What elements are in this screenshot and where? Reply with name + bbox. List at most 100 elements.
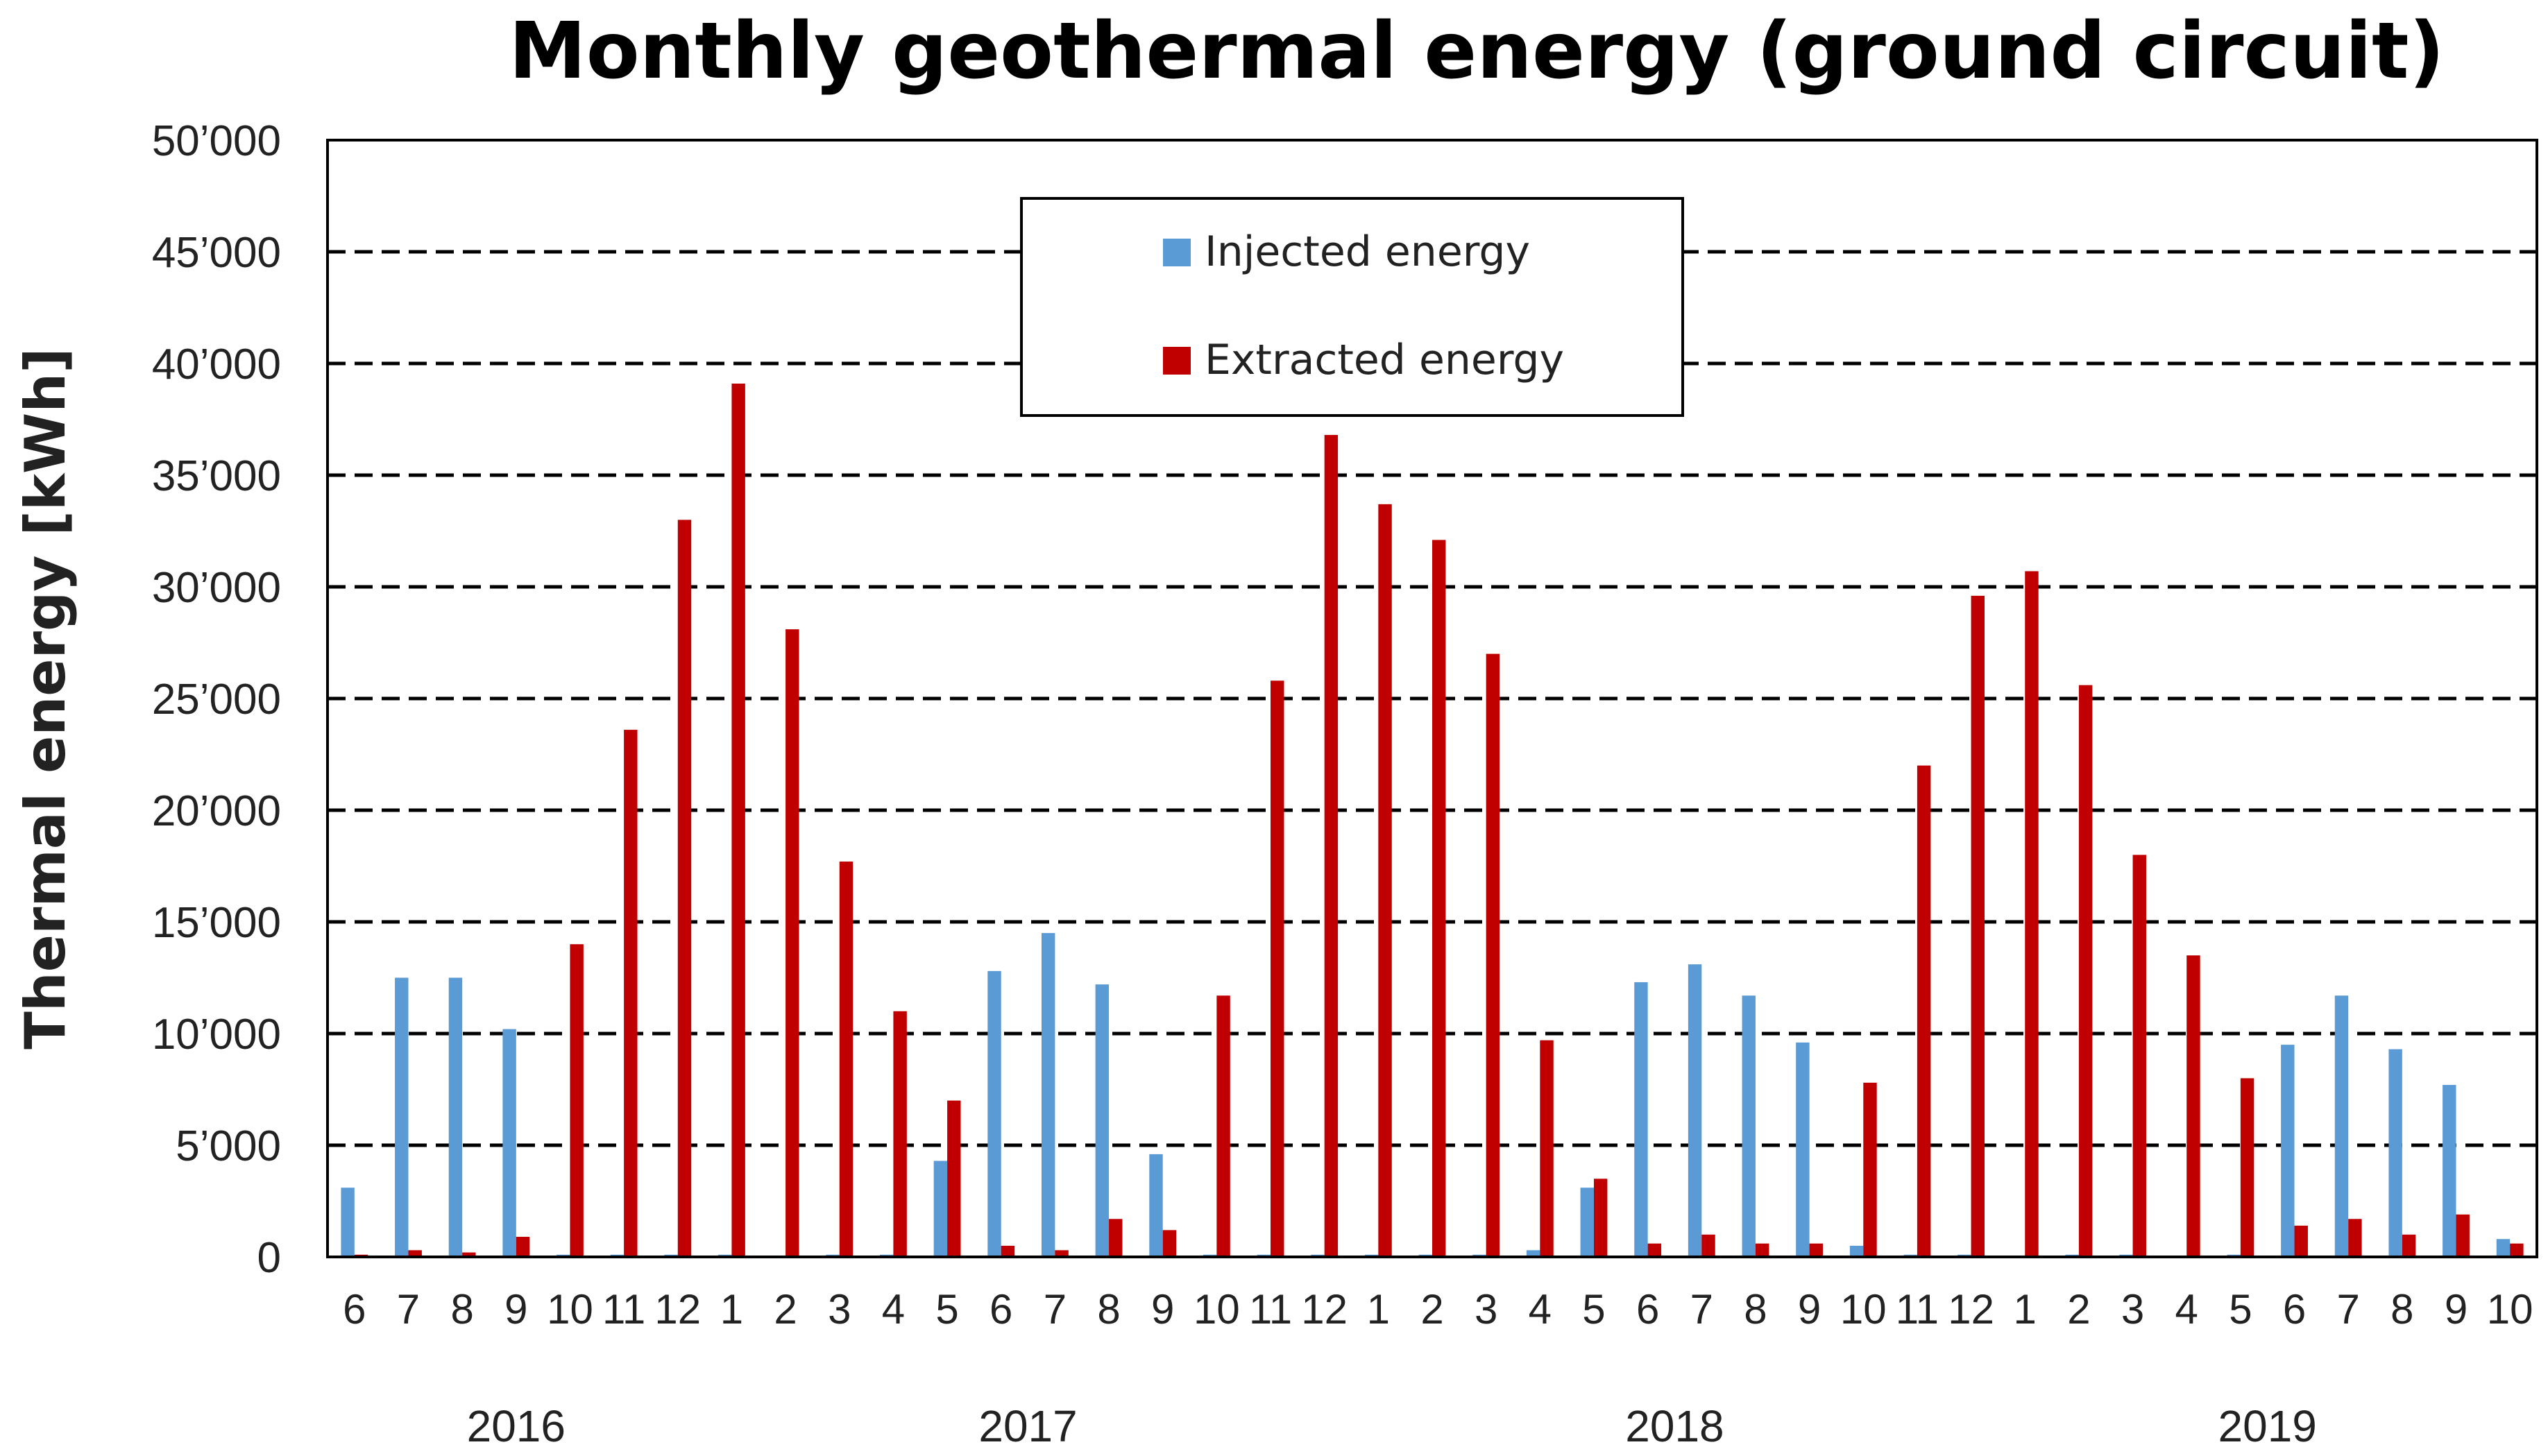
extracted-bar	[1755, 1243, 1769, 1257]
injected-bar	[1742, 995, 1756, 1257]
injected-bar	[2496, 1239, 2511, 1257]
extracted-bar	[1324, 435, 1339, 1257]
x-tick-label: 9	[504, 1286, 527, 1333]
extracted-bar	[1701, 1234, 1715, 1257]
injected-bar	[1149, 1154, 1163, 1257]
x-tick-label: 12	[1301, 1286, 1348, 1333]
injected-bar	[933, 1160, 948, 1257]
extracted-bar	[2402, 1234, 2416, 1257]
x-tick-label: 3	[1475, 1286, 1497, 1333]
extracted-bar	[570, 944, 584, 1257]
extracted-bar	[1378, 504, 1392, 1257]
extracted-bar	[462, 1252, 476, 1257]
extracted-bar	[1809, 1243, 1824, 1257]
grid-lines	[328, 250, 2537, 1147]
injected-bar	[502, 1029, 516, 1257]
extracted-bar	[947, 1100, 961, 1257]
extracted-bar	[2456, 1214, 2470, 1257]
y-tick-label: 50’000	[152, 117, 281, 165]
extracted-bar	[1647, 1243, 1662, 1257]
x-tick-label: 6	[2283, 1286, 2306, 1333]
x-tick-label: 9	[1151, 1286, 1174, 1333]
y-tick-label: 5’000	[176, 1122, 281, 1170]
x-tick-label: 8	[450, 1286, 473, 1333]
extracted-bar	[1216, 995, 1230, 1257]
legend-label-injected: Injected energy	[1205, 228, 1530, 276]
y-tick-label: 20’000	[152, 787, 281, 835]
y-axis-ticks: 0 5’000 10’000 15’000 20’000 25’000 30’000 35’0…	[152, 117, 281, 1282]
injected-bar	[395, 977, 409, 1257]
extracted-bar	[1863, 1082, 1877, 1257]
y-tick-label: 45’000	[152, 229, 281, 277]
x-tick-label: 2	[2067, 1286, 2090, 1333]
year-labels: 2016 2017 2018 2019	[467, 1401, 2317, 1451]
extracted-bar	[408, 1250, 422, 1257]
extracted-bar	[2348, 1219, 2362, 1257]
extracted-bar	[2510, 1243, 2524, 1257]
y-tick-label: 0	[257, 1234, 281, 1282]
year-label: 2019	[2218, 1401, 2317, 1451]
x-tick-label: 10	[1194, 1286, 1240, 1333]
injected-bar	[2443, 1085, 2456, 1257]
plot-area-frame	[326, 139, 2538, 1258]
x-tick-label: 7	[2337, 1286, 2360, 1333]
extracted-bar	[2186, 955, 2200, 1257]
x-tick-label: 8	[2390, 1286, 2413, 1333]
x-tick-label: 6	[343, 1286, 366, 1333]
extracted-bar	[1432, 540, 1446, 1257]
injected-bar	[2281, 1045, 2295, 1257]
extracted-bar	[2294, 1225, 2308, 1257]
extracted-bar	[1486, 653, 1500, 1257]
injected-bar	[1688, 964, 1702, 1257]
y-tick-label: 30’000	[152, 564, 281, 612]
extracted-bar	[893, 1011, 907, 1257]
x-tick-label: 2	[774, 1286, 797, 1333]
x-tick-label: 1	[720, 1286, 743, 1333]
x-tick-label: 11	[1249, 1286, 1292, 1333]
extracted-bar	[1162, 1230, 1177, 1257]
extracted-bar	[1001, 1245, 1015, 1257]
extracted-bar	[2240, 1078, 2254, 1257]
injected-bar	[341, 1188, 355, 1257]
year-label: 2016	[467, 1401, 566, 1451]
y-tick-label: 35’000	[152, 452, 281, 500]
injected-bar	[1041, 933, 1055, 1257]
x-tick-label: 3	[2121, 1286, 2144, 1333]
y-axis-label: Thermal energy [kWh]	[13, 348, 78, 1050]
x-tick-label: 9	[1798, 1286, 1821, 1333]
x-tick-label: 2	[1420, 1286, 1443, 1333]
x-tick-label: 12	[654, 1286, 701, 1333]
legend-label-extracted: Extracted energy	[1205, 336, 1564, 384]
x-tick-label: 10	[1840, 1286, 1887, 1333]
x-tick-label: 5	[2229, 1286, 2252, 1333]
x-tick-label: 9	[2445, 1286, 2468, 1333]
extracted-bar	[516, 1237, 530, 1257]
x-tick-label: 1	[2014, 1286, 2037, 1333]
extracted-bar	[1971, 595, 1985, 1257]
injected-bar	[448, 977, 463, 1257]
x-tick-label: 8	[1744, 1286, 1767, 1333]
x-tick-label: 11	[1896, 1286, 1939, 1333]
extracted-bar	[1540, 1040, 1554, 1257]
legend: Injected energy Extracted energy	[1020, 197, 1684, 417]
injected-bar	[1634, 982, 1648, 1257]
x-tick-label: 7	[1690, 1286, 1713, 1333]
x-tick-label: 7	[1044, 1286, 1067, 1333]
x-axis-ticks: 6 7 8 9 10 11 12 1 2 3 4 5 6 7 8 9 10 11 12 1 2 3 4 5 6 7 8 9 10 11 12…	[343, 1286, 2533, 1333]
extracted-bar	[785, 629, 799, 1257]
extracted-bar	[1917, 765, 1931, 1257]
injected-bar	[1526, 1250, 1540, 1257]
chart-title: Monthly geothermal energy (ground circui…	[509, 6, 2445, 96]
injected-bar	[1796, 1042, 1810, 1257]
x-tick-label: 10	[2487, 1286, 2533, 1333]
extracted-bar	[1271, 680, 1284, 1257]
extracted-bar	[624, 730, 638, 1257]
injected-bar	[2334, 995, 2349, 1257]
x-tick-label: 4	[2175, 1286, 2198, 1333]
injected-bar	[1849, 1245, 1864, 1257]
extracted-bar	[1055, 1250, 1069, 1257]
y-tick-label: 40’000	[152, 341, 281, 388]
x-tick-label: 12	[1948, 1286, 1994, 1333]
